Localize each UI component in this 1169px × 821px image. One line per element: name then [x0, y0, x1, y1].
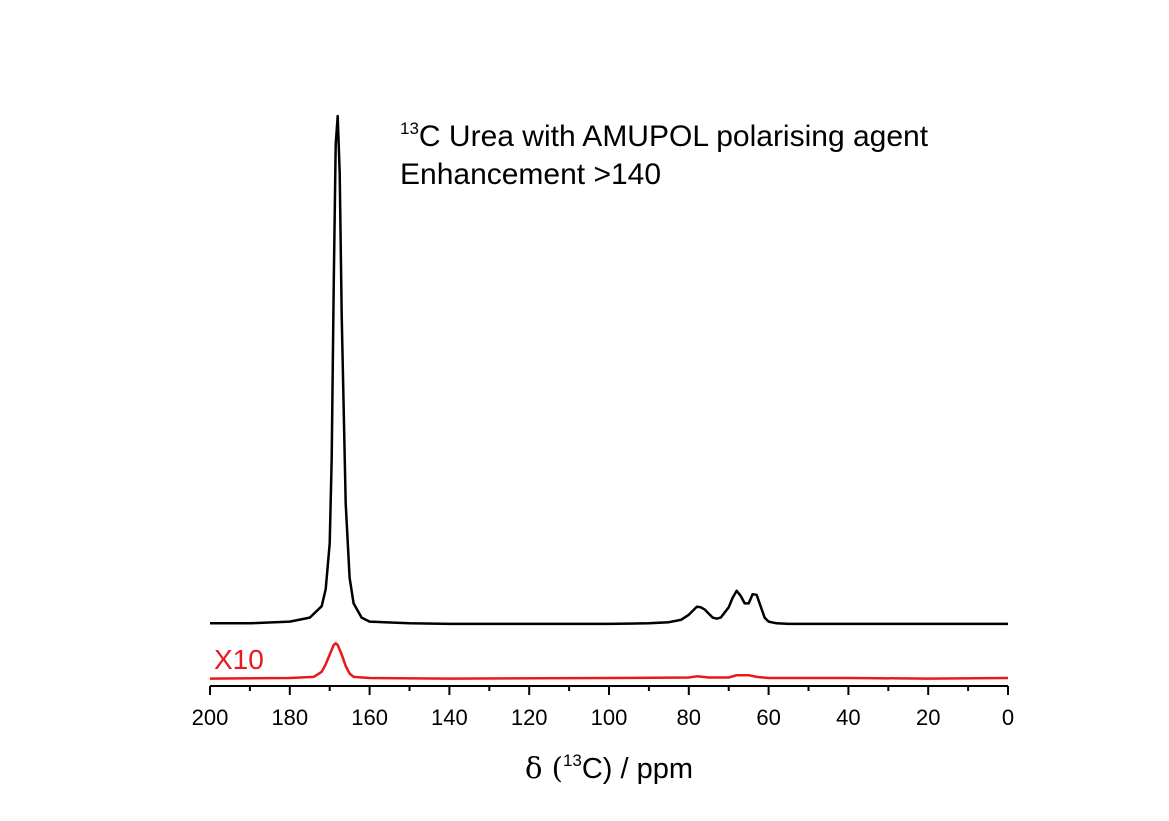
- annotation: 13C Urea with AMUPOL polarising agent: [400, 119, 929, 153]
- x-axis-label: δ (13C) / ppm: [525, 751, 693, 785]
- x-tick-label: 60: [756, 705, 780, 730]
- series-label: X10: [214, 644, 264, 675]
- x-tick-label: 40: [836, 705, 860, 730]
- x-label-suffix: C) / ppm: [582, 753, 693, 785]
- spectrum-line: [210, 114, 1008, 626]
- x-tick-label: 0: [1002, 705, 1014, 730]
- x-tick-label: 120: [511, 705, 548, 730]
- x-tick-label: 140: [431, 705, 468, 730]
- annotation: Enhancement >140: [400, 158, 661, 191]
- spectrum-line: [209, 642, 1009, 680]
- annotation-text: C Urea with AMUPOL polarising agent: [419, 120, 929, 153]
- x-tick-label: 80: [677, 705, 701, 730]
- x-tick-label: 20: [916, 705, 940, 730]
- x-tick-label: 200: [192, 705, 229, 730]
- x-label-prefix: δ (: [525, 751, 563, 785]
- x-label-sup: 13: [563, 751, 582, 770]
- x-tick-label: 160: [351, 705, 388, 730]
- x-tick-label: 100: [591, 705, 628, 730]
- x-tick-label: 180: [271, 705, 308, 730]
- annotation-sup: 13: [400, 119, 419, 138]
